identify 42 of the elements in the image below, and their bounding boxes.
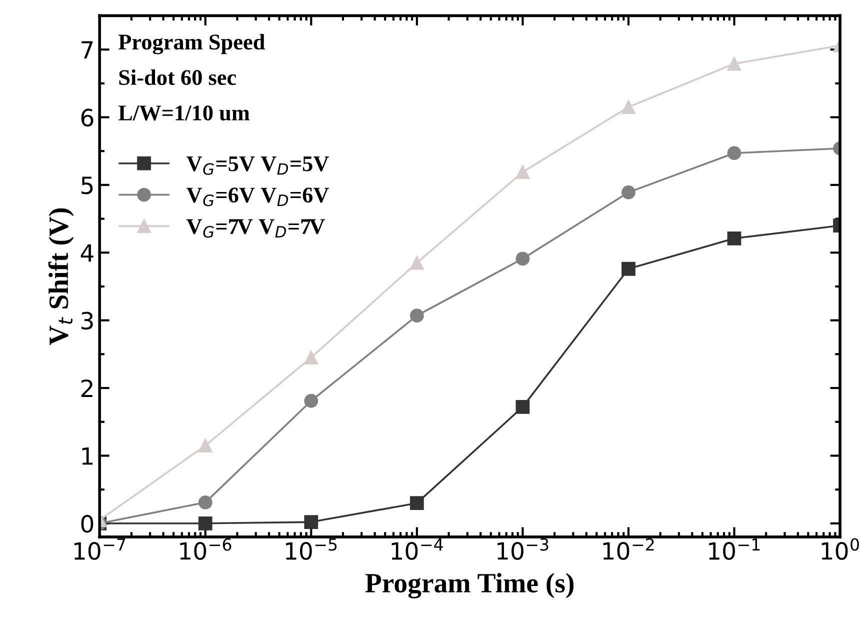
point bbox=[198, 438, 212, 452]
point bbox=[727, 231, 742, 246]
point bbox=[622, 100, 636, 114]
point bbox=[410, 256, 424, 270]
point bbox=[516, 252, 530, 266]
legend-label: V$_{G}$=6V V$_{D}$=6V bbox=[186, 188, 329, 206]
x-tick-label: 10$^{−4}$ bbox=[392, 538, 443, 560]
point bbox=[622, 185, 636, 200]
x-tick-label: 10$^{0}$ bbox=[822, 538, 859, 560]
y-tick-label: 7 bbox=[82, 41, 93, 59]
point bbox=[304, 350, 318, 364]
x-tick-label: 10$^{−3}$ bbox=[498, 538, 548, 560]
y-tick-label: 4 bbox=[80, 244, 94, 262]
y-axis-title: V$_{t}$ Shift (V) bbox=[48, 208, 74, 346]
annotation: Si-dot 60 sec bbox=[119, 69, 236, 86]
point bbox=[622, 262, 636, 276]
y-tick-label: 3 bbox=[82, 312, 93, 330]
point bbox=[198, 495, 212, 510]
x-tick-label: 10$^{−2}$ bbox=[603, 538, 654, 560]
point bbox=[516, 400, 530, 414]
legend-label: V$_{G}$=7V V$_{D}$=7V bbox=[186, 219, 325, 238]
point bbox=[304, 515, 318, 529]
x-tick-label: 10$^{−5}$ bbox=[286, 538, 337, 560]
point bbox=[410, 496, 424, 510]
y-tick-label: 1 bbox=[82, 447, 93, 465]
point bbox=[304, 394, 318, 408]
y-tick-label: 2 bbox=[81, 379, 92, 397]
annotation: L/W=1/10 um bbox=[118, 105, 250, 121]
y-tick-label: 0 bbox=[81, 514, 94, 533]
point bbox=[410, 308, 424, 323]
legend-label: V$_{G}$=5V V$_{D}$=5V bbox=[186, 156, 329, 175]
x-tick-label: 10$^{−7}$ bbox=[74, 538, 126, 560]
point bbox=[516, 165, 530, 180]
y-tick-label: 5 bbox=[82, 176, 93, 194]
x-tick-label: 10$^{−1}$ bbox=[709, 538, 760, 560]
point bbox=[198, 516, 212, 530]
y-tick-label: 6 bbox=[81, 108, 94, 127]
x-axis-title: Program Time (s) bbox=[365, 572, 574, 598]
point bbox=[727, 146, 742, 160]
x-tick-label: 10$^{−6}$ bbox=[180, 538, 232, 560]
point bbox=[727, 56, 742, 71]
annotation: Program Speed bbox=[118, 34, 265, 54]
